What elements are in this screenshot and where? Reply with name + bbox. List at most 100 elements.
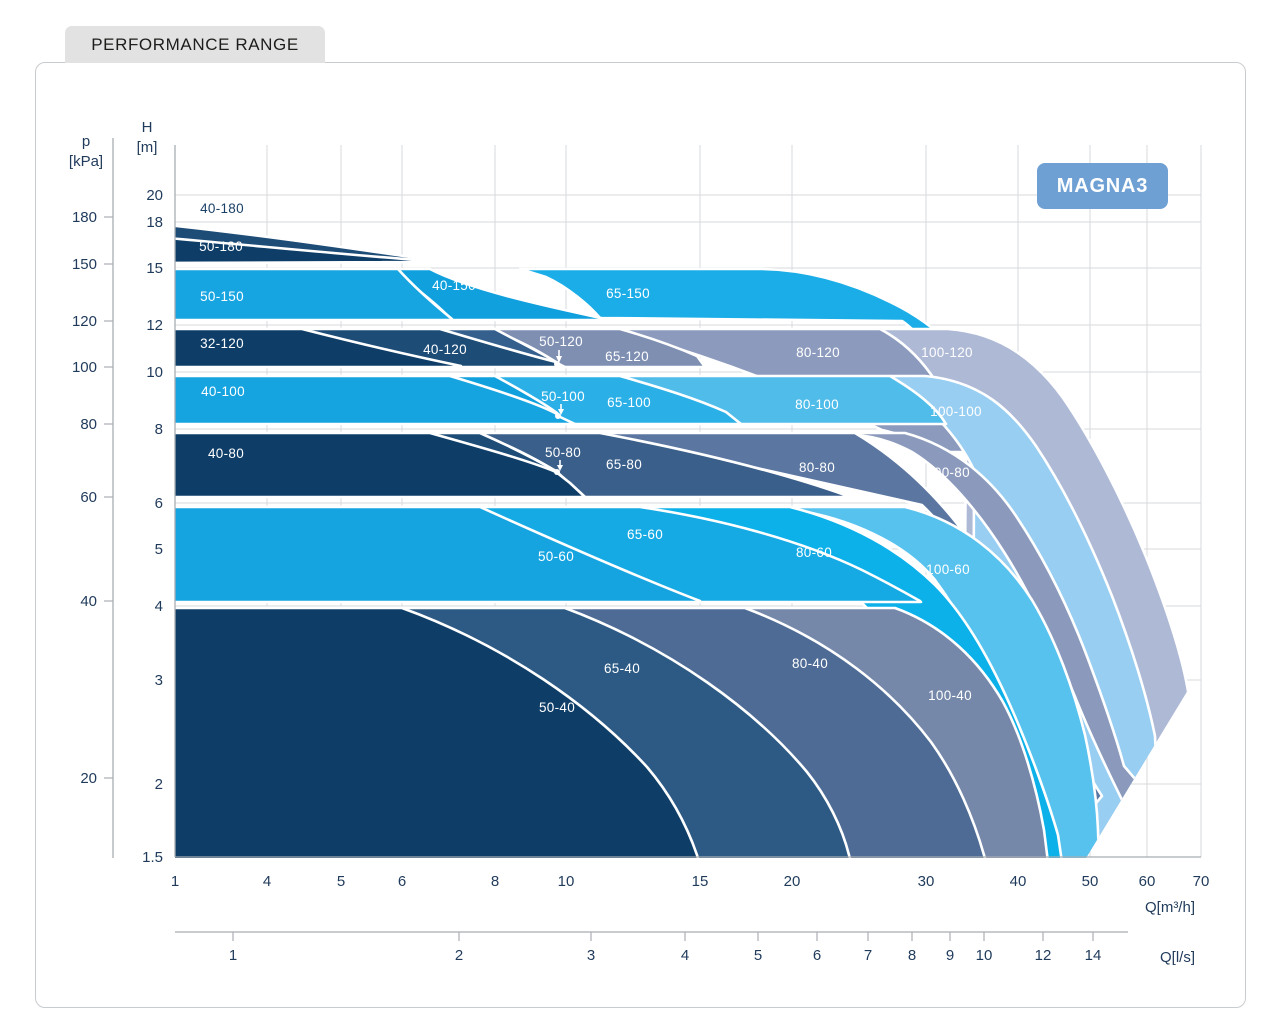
q-tick: 6	[398, 873, 406, 890]
p-tick: 60	[80, 489, 97, 506]
q-tick: 8	[491, 873, 499, 890]
q-ls-axis-label: Q[l/s]	[1160, 949, 1195, 966]
region-label-50-40: 50-40	[539, 700, 575, 715]
p-tick: 40	[80, 593, 97, 610]
region-label-32-120: 32-120	[200, 336, 244, 351]
region-label-100-40: 100-40	[928, 688, 972, 703]
region-label-40-100: 40-100	[201, 384, 245, 399]
region-label-65-100: 65-100	[607, 395, 651, 410]
region-label-80-60: 80-60	[796, 545, 832, 560]
q-tick: 40	[1010, 873, 1027, 890]
p-axis-unit: [kPa]	[69, 153, 103, 170]
p-tick: 150	[72, 256, 97, 273]
qls-tick: 1	[229, 947, 237, 964]
performance-range-tab: PERFORMANCE RANGE	[65, 26, 325, 63]
qls-tick: 6	[813, 947, 821, 964]
q-tick: 30	[918, 873, 935, 890]
h-tick: 12	[146, 317, 163, 334]
arrowhead-50-100	[558, 409, 564, 415]
region-labels: 40-180 50-180 50-150 40-150 65-150 32-12…	[199, 201, 982, 715]
region-40-80	[175, 431, 587, 499]
region-label-40-80: 40-80	[208, 446, 244, 461]
region-label-80-100: 80-100	[795, 397, 839, 412]
qls-tick: 8	[908, 947, 916, 964]
qls-tick: 9	[946, 947, 954, 964]
p-tick: 20	[80, 770, 97, 787]
region-label-65-60: 65-60	[627, 527, 663, 542]
region-label-100-100: 100-100	[930, 404, 982, 419]
region-label-50-100: 50-100	[541, 389, 585, 404]
qls-tick: 4	[681, 947, 689, 964]
region-label-100-80: 100-80	[926, 465, 970, 480]
axes	[104, 138, 1201, 941]
q-tick: 15	[692, 873, 709, 890]
qls-tick: 14	[1085, 947, 1102, 964]
q-m3h-axis-label: Q[m³/h]	[1145, 899, 1195, 916]
region-label-50-60: 50-60	[538, 549, 574, 564]
h-tick: 15	[146, 260, 163, 277]
region-label-50-180: 50-180	[199, 239, 243, 254]
p-axis-title: p	[82, 133, 90, 150]
axis-headers: p [kPa] H [m] Q[m³/h] Q[l/s]	[69, 119, 1195, 966]
performance-bands	[175, 223, 1193, 858]
qls-tick: 12	[1035, 947, 1052, 964]
region-label-100-60: 100-60	[926, 562, 970, 577]
region-label-65-150: 65-150	[606, 286, 650, 301]
h-tick: 5	[155, 541, 163, 558]
region-label-65-80: 65-80	[606, 457, 642, 472]
h-axis-title: H	[142, 119, 153, 136]
q-ls-ticks: 1 2 3 4 5 6 7 8 9 10 12 14	[229, 947, 1102, 964]
h-tick: 2	[155, 776, 163, 793]
region-label-80-80: 80-80	[799, 460, 835, 475]
q-tick: 20	[784, 873, 801, 890]
h-axis-unit: [m]	[137, 139, 158, 156]
h-tick: 6	[155, 495, 163, 512]
region-50-150	[175, 267, 454, 322]
dot-50-80	[554, 469, 560, 475]
region-label-40-150: 40-150	[432, 278, 476, 293]
region-50-40	[175, 606, 701, 858]
region-label-65-120: 65-120	[605, 349, 649, 364]
p-tick: 120	[72, 313, 97, 330]
region-32-120	[175, 327, 463, 369]
region-label-80-120: 80-120	[796, 345, 840, 360]
region-label-65-40: 65-40	[604, 661, 640, 676]
region-label-50-150: 50-150	[200, 289, 244, 304]
region-label-50-80: 50-80	[545, 445, 581, 460]
qls-tick: 10	[976, 947, 993, 964]
q-tick: 4	[263, 873, 271, 890]
q-tick: 5	[337, 873, 345, 890]
h-tick: 10	[146, 364, 163, 381]
arrowhead-50-80	[557, 465, 563, 471]
p-tick: 180	[72, 209, 97, 226]
qls-tick: 2	[455, 947, 463, 964]
dot-50-120	[554, 361, 560, 367]
q-tick: 60	[1139, 873, 1156, 890]
h-axis-ticks: 20 18 15 12 10 8 6 5 4 3 2 1.5	[142, 187, 163, 866]
region-label-80-40: 80-40	[792, 656, 828, 671]
qls-tick: 7	[864, 947, 872, 964]
region-50-180	[175, 236, 439, 265]
h-tick: 4	[155, 598, 163, 615]
q-tick: 70	[1193, 873, 1210, 890]
small-region-markers	[554, 350, 564, 475]
region-label-40-120: 40-120	[423, 342, 467, 357]
region-label-50-120: 50-120	[539, 334, 583, 349]
region-50-60	[175, 505, 702, 604]
arrowhead-50-120	[556, 356, 562, 363]
magna3-badge: MAGNA3	[1037, 163, 1168, 209]
region-label-40-180: 40-180	[200, 201, 244, 216]
dot-50-100	[555, 413, 561, 419]
p-tick: 100	[72, 359, 97, 376]
q-tick: 10	[558, 873, 575, 890]
h-tick: 20	[146, 187, 163, 204]
h-tick: 3	[155, 672, 163, 689]
h-tick: 8	[155, 421, 163, 438]
h-tick: 1.5	[142, 849, 163, 866]
region-label-100-120: 100-120	[921, 345, 973, 360]
h-tick: 18	[146, 214, 163, 231]
qls-tick: 3	[587, 947, 595, 964]
q-tick: 50	[1082, 873, 1099, 890]
